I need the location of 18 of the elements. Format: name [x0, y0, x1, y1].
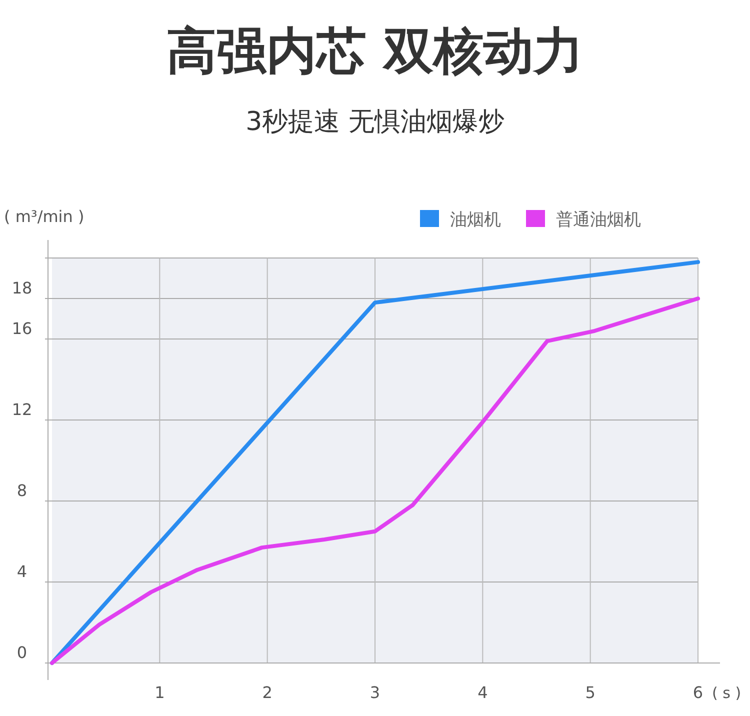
y-tick-label: 18: [12, 278, 32, 298]
chart-subtitle: 3秒提速 无惧油烟爆炒: [246, 107, 504, 137]
x-tick-label: 5: [585, 683, 596, 702]
x-tick-label: 1: [154, 683, 165, 702]
y-tick-label: 4: [16, 562, 28, 581]
x-tick-label: 3: [370, 683, 380, 702]
x-axis-title: ( s ): [712, 684, 742, 702]
chart-title: 高强内芯 双核动力: [166, 22, 584, 80]
y-tick-label: 8: [16, 481, 28, 500]
x-tick-label: 2: [262, 683, 272, 702]
x-tick-label: 6: [692, 683, 704, 702]
y-tick-label: 16: [12, 319, 32, 338]
x-tick-label: 4: [478, 683, 488, 702]
y-tick-label: 12: [12, 400, 32, 419]
legend-label: 普通油烟机: [556, 210, 641, 230]
legend-label: 油烟机: [450, 210, 501, 230]
y-tick-label: 0: [16, 643, 28, 662]
y-axis-title: ( m³/min ): [4, 207, 84, 226]
